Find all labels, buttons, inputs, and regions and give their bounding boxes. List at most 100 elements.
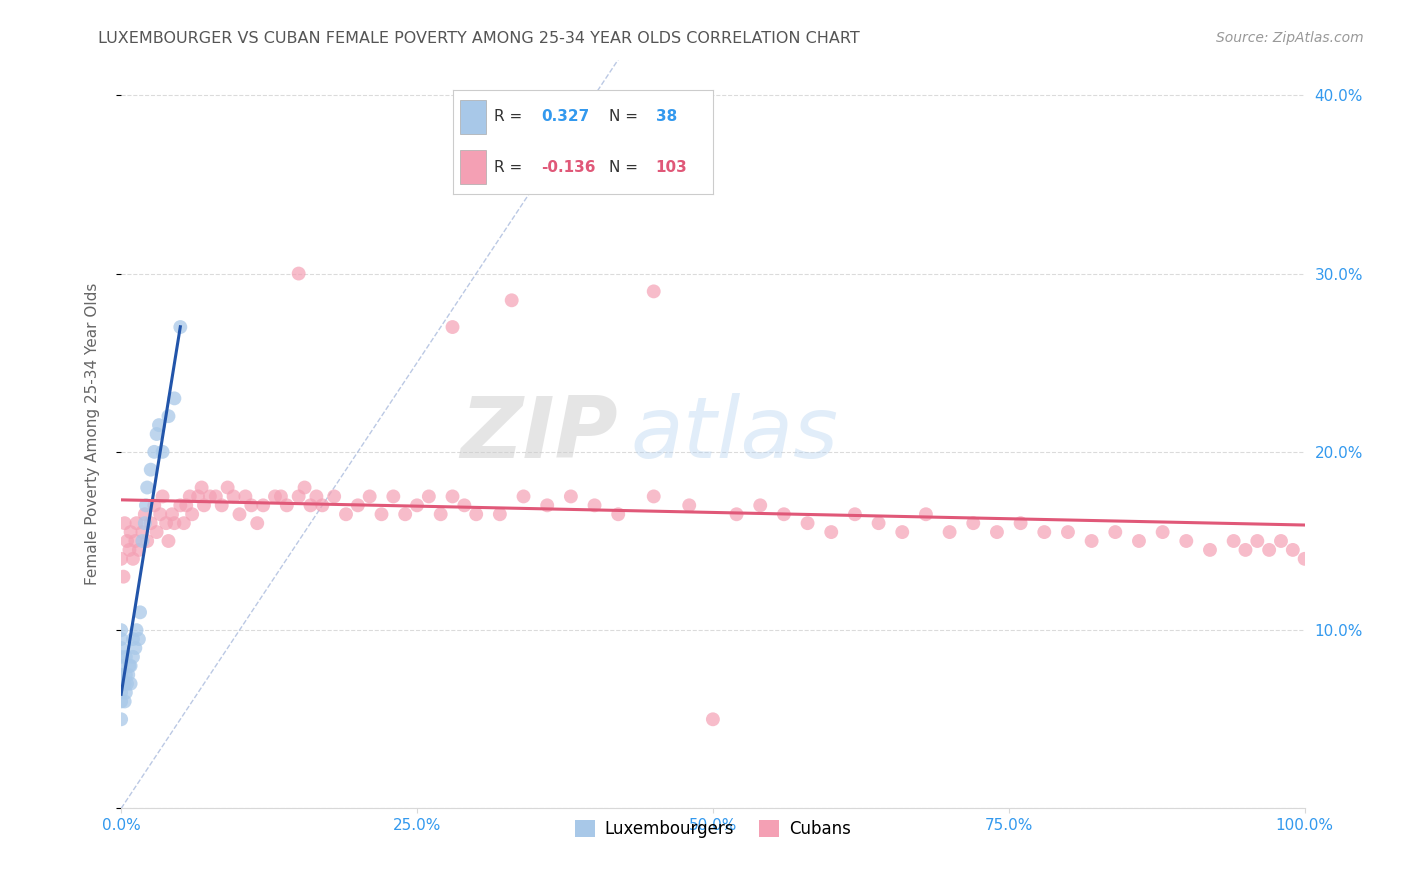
Point xyxy=(135,499,157,513)
Point xyxy=(915,508,938,522)
Point xyxy=(114,676,136,690)
Point xyxy=(114,516,136,531)
Point xyxy=(125,623,148,637)
Point xyxy=(163,516,186,531)
Point xyxy=(1128,534,1150,549)
Point xyxy=(359,490,381,504)
Point xyxy=(246,516,269,531)
Point xyxy=(122,649,145,664)
Point xyxy=(136,534,159,549)
Point xyxy=(110,667,132,681)
Point xyxy=(152,490,174,504)
Point xyxy=(174,499,197,513)
Point xyxy=(1258,542,1281,557)
Point xyxy=(678,499,700,513)
Point xyxy=(335,508,357,522)
Point xyxy=(120,525,142,540)
Point xyxy=(270,490,292,504)
Point xyxy=(134,508,156,522)
Point xyxy=(294,481,316,495)
Point xyxy=(725,508,748,522)
Point xyxy=(643,490,665,504)
Point xyxy=(820,525,842,540)
Point xyxy=(124,640,146,655)
Point xyxy=(305,490,328,504)
Point xyxy=(152,445,174,459)
Point xyxy=(125,516,148,531)
Point xyxy=(120,658,142,673)
Point xyxy=(110,658,132,673)
Point xyxy=(115,667,138,681)
Point xyxy=(394,508,416,522)
Point xyxy=(252,499,274,513)
Text: LUXEMBOURGER VS CUBAN FEMALE POVERTY AMONG 25-34 YEAR OLDS CORRELATION CHART: LUXEMBOURGER VS CUBAN FEMALE POVERTY AMO… xyxy=(98,31,860,46)
Point xyxy=(110,551,132,566)
Point xyxy=(299,499,322,513)
Point xyxy=(110,640,132,655)
Point xyxy=(122,632,145,646)
Legend: Luxembourgers, Cubans: Luxembourgers, Cubans xyxy=(568,814,858,845)
Point xyxy=(120,676,142,690)
Point xyxy=(560,490,582,504)
Point xyxy=(110,649,132,664)
Text: ZIP: ZIP xyxy=(461,392,619,475)
Point xyxy=(1294,551,1316,566)
Point xyxy=(370,508,392,522)
Point xyxy=(115,649,138,664)
Point xyxy=(489,508,512,522)
Point xyxy=(844,508,866,522)
Point xyxy=(157,534,180,549)
Point xyxy=(287,267,309,281)
Point xyxy=(749,499,772,513)
Point xyxy=(163,392,186,406)
Point xyxy=(643,285,665,299)
Point xyxy=(139,463,162,477)
Point xyxy=(131,534,153,549)
Point xyxy=(702,712,724,726)
Point xyxy=(1010,516,1032,531)
Point xyxy=(124,534,146,549)
Point xyxy=(1282,542,1305,557)
Point xyxy=(512,490,534,504)
Point xyxy=(962,516,984,531)
Point xyxy=(110,712,132,726)
Point xyxy=(1057,525,1080,540)
Point xyxy=(131,525,153,540)
Text: atlas: atlas xyxy=(630,392,838,475)
Point xyxy=(986,525,1008,540)
Point xyxy=(122,551,145,566)
Point xyxy=(110,694,132,708)
Point xyxy=(211,499,233,513)
Point xyxy=(228,508,250,522)
Point xyxy=(169,499,191,513)
Point xyxy=(118,658,141,673)
Point xyxy=(117,667,139,681)
Point xyxy=(110,623,132,637)
Point xyxy=(406,499,429,513)
Point xyxy=(169,320,191,334)
Point xyxy=(1033,525,1056,540)
Point xyxy=(128,632,150,646)
Point xyxy=(382,490,405,504)
Point xyxy=(287,490,309,504)
Point xyxy=(139,516,162,531)
Point xyxy=(235,490,257,504)
Point xyxy=(190,481,212,495)
Point xyxy=(418,490,440,504)
Point xyxy=(796,516,818,531)
Point xyxy=(536,499,558,513)
Point xyxy=(149,508,172,522)
Point xyxy=(112,569,135,583)
Point xyxy=(240,499,263,513)
Point xyxy=(129,605,152,619)
Point xyxy=(143,499,166,513)
Point xyxy=(115,676,138,690)
Point xyxy=(1152,525,1174,540)
Point xyxy=(145,525,167,540)
Point xyxy=(193,499,215,513)
Point xyxy=(115,685,138,699)
Point xyxy=(160,508,183,522)
Point xyxy=(938,525,960,540)
Point xyxy=(173,516,195,531)
Point xyxy=(110,685,132,699)
